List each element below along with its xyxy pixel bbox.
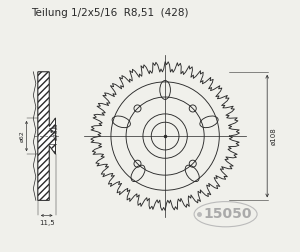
Text: Teilung 1/2x5/16  R8,51  (428): Teilung 1/2x5/16 R8,51 (428)	[32, 8, 189, 18]
Text: ø28,5: ø28,5	[54, 122, 59, 140]
Text: ø108: ø108	[270, 127, 276, 145]
Text: 11,5: 11,5	[39, 220, 55, 226]
Text: 15050: 15050	[204, 207, 252, 221]
Text: ø62: ø62	[20, 130, 25, 142]
Polygon shape	[38, 72, 56, 200]
